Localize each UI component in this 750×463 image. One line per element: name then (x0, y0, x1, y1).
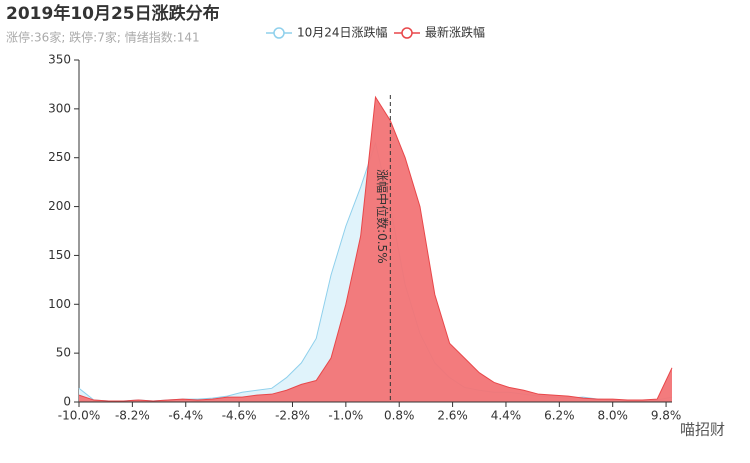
x-tick-label: 6.2% (544, 409, 575, 423)
x-tick-label: 4.4% (491, 409, 522, 423)
x-tick-label: -1.0% (328, 409, 363, 423)
y-tick-label: 0 (63, 395, 71, 409)
watermark: 喵招财 (680, 421, 725, 439)
area-fill (79, 97, 672, 402)
legend-label: 最新涨跌幅 (425, 25, 485, 40)
median-label: 涨幅中位数:0.5% (375, 169, 390, 264)
x-tick-label: -2.8% (275, 409, 310, 423)
y-tick-label: 250 (48, 150, 71, 164)
chart-title: 2019年10月25日涨跌分布 (6, 3, 220, 24)
legend-marker (273, 27, 285, 39)
x-tick-label: 8.0% (597, 409, 628, 423)
area-line (78, 95, 673, 402)
chart-subtitle: 涨停:36家; 跌停:7家; 情绪指数:141 (6, 30, 200, 45)
x-tick-label: -4.6% (222, 409, 257, 423)
y-tick-label: 300 (48, 101, 71, 115)
legend-label: 10月24日涨跌幅 (297, 25, 388, 40)
x-tick-label: -6.4% (168, 409, 203, 423)
x-tick-label: 2.6% (437, 409, 468, 423)
y-tick-label: 350 (48, 53, 71, 67)
x-tick-label: -8.2% (115, 409, 150, 423)
x-tick-label: 9.8% (651, 409, 682, 423)
x-tick-label: 0.8% (384, 409, 415, 423)
y-tick-label: 150 (48, 248, 71, 262)
x-tick-label: -10.0% (58, 409, 100, 423)
legend-marker (401, 27, 413, 39)
y-tick-label: 200 (48, 199, 71, 213)
y-tick-label: 50 (56, 346, 71, 360)
y-tick-label: 100 (48, 297, 71, 311)
